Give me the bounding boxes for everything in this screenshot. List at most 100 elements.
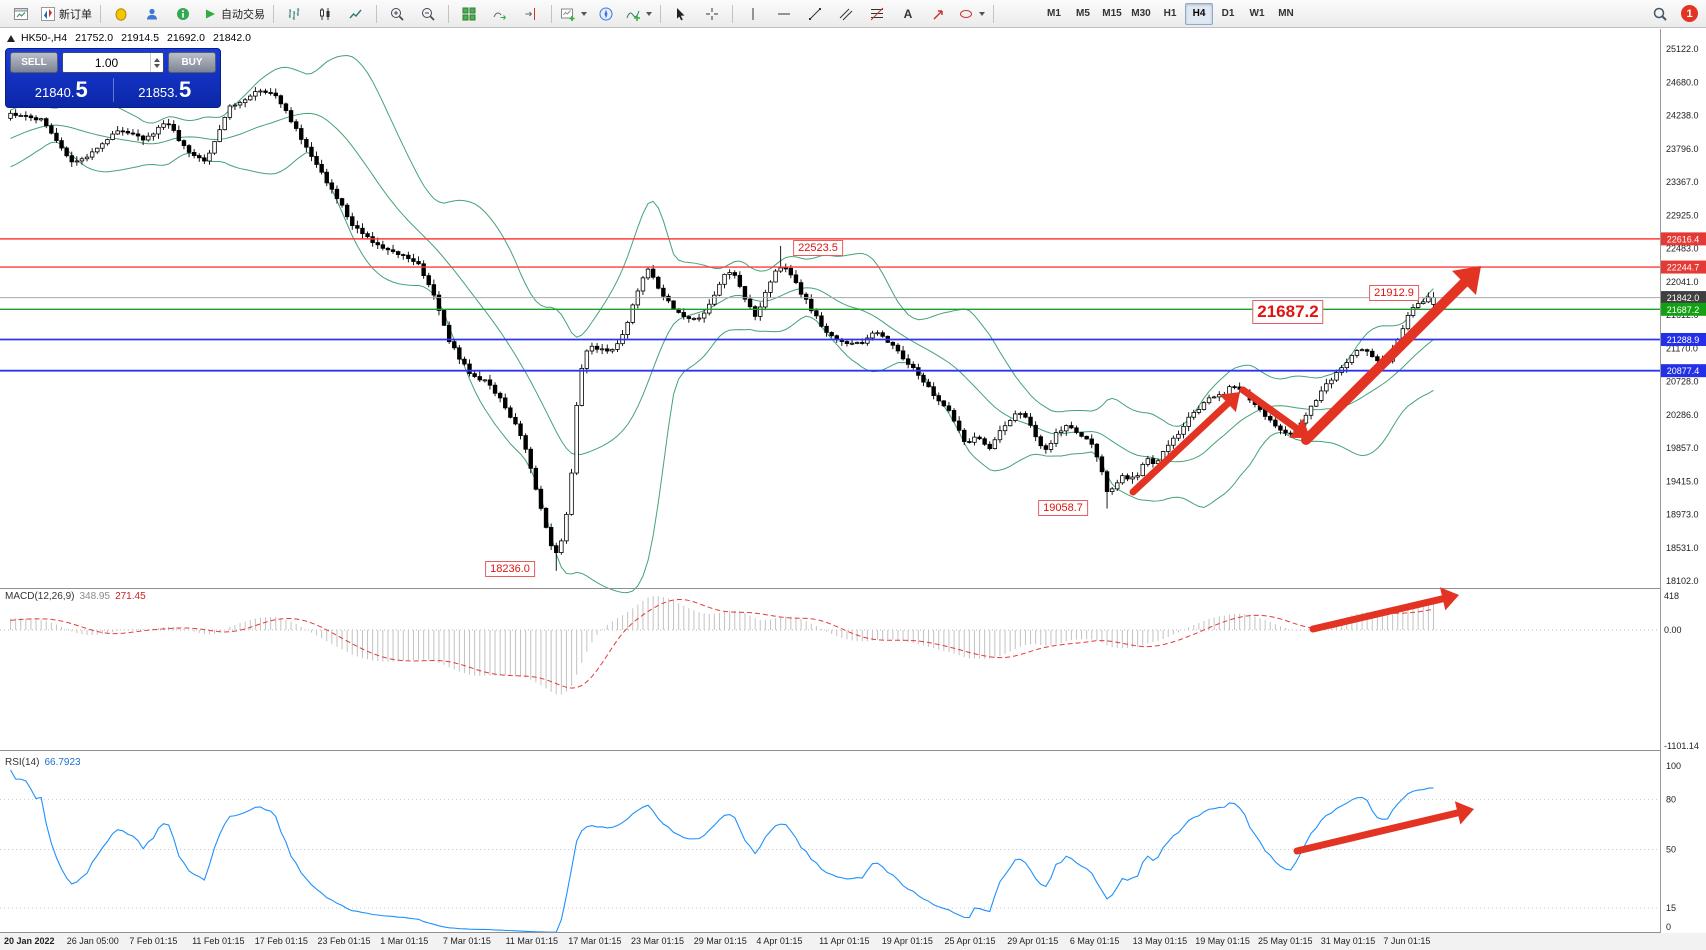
search-button[interactable] (1645, 2, 1675, 26)
tile-windows-icon (462, 7, 476, 20)
auto-scroll-icon (493, 11, 506, 20)
svg-text:11 Mar 01:15: 11 Mar 01:15 (506, 936, 558, 946)
cursor-button[interactable] (666, 2, 696, 26)
new-chart-icon (561, 8, 575, 21)
fibonacci-button[interactable] (862, 2, 892, 26)
annotation-june-high[interactable]: 21912.9 (1369, 285, 1419, 301)
bar-high-value: 21914.5 (121, 32, 160, 44)
navigator-button[interactable] (591, 2, 621, 26)
autotrading-button[interactable]: 自动交易 (199, 2, 268, 26)
svg-text:24238.0: 24238.0 (1666, 111, 1699, 121)
one-click-trading-panel: SELL 1.00 BUY 21840. 5 21853. 5 (5, 48, 221, 108)
candles-chart-icon (320, 7, 330, 20)
chart-shift-button[interactable] (516, 2, 546, 26)
panel-separators (0, 588, 1706, 933)
buy-price: 21853. 5 (114, 78, 217, 100)
svg-text:21170.0: 21170.0 (1666, 343, 1698, 353)
volume-down-icon[interactable] (154, 63, 160, 68)
timeframe-d1[interactable]: D1 (1221, 8, 1235, 19)
svg-text:50: 50 (1666, 845, 1676, 855)
chart-window-icon (14, 7, 28, 20)
timeframe-w1[interactable]: W1 (1249, 8, 1265, 19)
svg-text:29 Mar 01:15: 29 Mar 01:15 (694, 936, 747, 946)
symbol-period-label: HK50-,H4 (21, 32, 68, 44)
bars-chart-icon (288, 7, 300, 20)
svg-text:6 May 01:15: 6 May 01:15 (1070, 936, 1120, 946)
one-click-collapse-icon[interactable] (7, 34, 15, 42)
annotation-march-low[interactable]: 18236.0 (485, 561, 535, 577)
volume-up-icon[interactable] (154, 57, 160, 62)
market-watch-icon (115, 7, 127, 21)
timeframe-m15[interactable]: M15 (1102, 8, 1122, 19)
svg-text:7 Mar 01:15: 7 Mar 01:15 (443, 936, 491, 946)
svg-text:20877.4: 20877.4 (1667, 366, 1700, 376)
timeframe-m30[interactable]: M30 (1131, 8, 1151, 19)
svg-text:0.00: 0.00 (1664, 625, 1682, 635)
auto-scroll-button[interactable] (485, 2, 515, 26)
time-axis[interactable]: 20 Jan 2022 26 Jan 05:00 7 Feb 01:15 11 Feb… (0, 933, 1706, 950)
svg-text:29 Apr 01:15: 29 Apr 01:15 (1007, 936, 1058, 946)
indicators-button[interactable] (622, 2, 655, 26)
svg-text:24680.0: 24680.0 (1666, 77, 1699, 87)
svg-text:22244.7: 22244.7 (1667, 263, 1700, 273)
new-order-button[interactable]: 新订单 (37, 2, 95, 26)
macd-indicator (0, 596, 1660, 695)
svg-text:22041.0: 22041.0 (1666, 277, 1699, 287)
new-chart-button[interactable] (557, 2, 590, 26)
svg-text:26 Jan 05:00: 26 Jan 05:00 (67, 936, 119, 946)
navigator-icon (599, 7, 613, 20)
price-axis[interactable]: 25122.0 24680.0 24238.0 23796.0 23367.0 22925… (1660, 29, 1706, 933)
bar-open-value: 21752.0 (75, 32, 114, 44)
svg-text:21842.0: 21842.0 (1667, 293, 1700, 303)
timeframe-h1[interactable]: H1 (1163, 8, 1177, 19)
macd-name: MACD(12,26,9) (5, 591, 75, 602)
toolbar-separator (732, 4, 733, 23)
toolbar-separator (551, 4, 552, 23)
text-button[interactable]: A (893, 2, 923, 26)
notification-badge[interactable]: 1 (1681, 5, 1698, 22)
annotation-march-high[interactable]: 22523.5 (793, 240, 843, 256)
shapes-button[interactable] (955, 2, 988, 26)
svg-text:23 Mar 01:15: 23 Mar 01:15 (631, 936, 684, 946)
crosshair-button[interactable] (697, 2, 727, 26)
shapes-icon (960, 9, 972, 18)
timeframe-m1[interactable]: M1 (1047, 8, 1061, 19)
svg-text:15: 15 (1666, 903, 1676, 913)
trendline-button[interactable] (800, 2, 830, 26)
annotation-may-low[interactable]: 19058.7 (1038, 500, 1088, 516)
buy-button[interactable]: BUY (168, 52, 216, 73)
zoom-out-button[interactable] (413, 2, 443, 26)
channel-button[interactable] (831, 2, 861, 26)
arrows-button[interactable] (924, 2, 954, 26)
horizontal-line-button[interactable] (769, 2, 799, 26)
tile-windows-button[interactable] (454, 2, 484, 26)
candles-chart-button[interactable] (310, 2, 340, 26)
vertical-line-button[interactable] (738, 2, 768, 26)
sell-button[interactable]: SELL (10, 52, 58, 73)
vline-icon (752, 7, 754, 20)
annotation-key-level[interactable]: 21687.2 (1252, 300, 1324, 324)
zoom-in-button[interactable] (382, 2, 412, 26)
line-chart-button[interactable] (341, 2, 371, 26)
market-watch-button[interactable] (106, 2, 136, 26)
volume-value: 1.00 (94, 55, 119, 70)
svg-text:20728.0: 20728.0 (1666, 377, 1699, 387)
chart-window-button[interactable] (6, 2, 36, 26)
svg-text:18531.0: 18531.0 (1666, 543, 1699, 553)
timeframe-h4[interactable]: H4 (1185, 2, 1213, 25)
community-button[interactable] (168, 2, 198, 26)
timeframe-mn[interactable]: MN (1278, 8, 1294, 19)
svg-text:11 Apr 01:15: 11 Apr 01:15 (819, 936, 869, 946)
macd-value-main: 348.95 (79, 591, 111, 602)
bar-low-value: 21692.0 (167, 32, 206, 44)
timeframe-m5[interactable]: M5 (1076, 8, 1090, 19)
trend-arrows[interactable] (1129, 266, 1481, 855)
data-window-icon (147, 8, 157, 19)
indicators-icon (626, 10, 640, 21)
svg-text:25122.0: 25122.0 (1666, 44, 1699, 54)
volume-field[interactable]: 1.00 (62, 52, 164, 73)
bars-chart-button[interactable] (279, 2, 309, 26)
autotrading-icon (206, 9, 215, 18)
data-window-button[interactable] (137, 2, 167, 26)
